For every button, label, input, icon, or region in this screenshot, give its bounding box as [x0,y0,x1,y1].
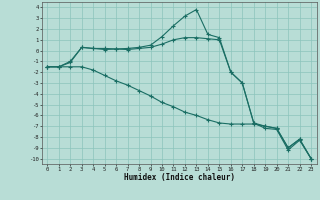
X-axis label: Humidex (Indice chaleur): Humidex (Indice chaleur) [124,173,235,182]
